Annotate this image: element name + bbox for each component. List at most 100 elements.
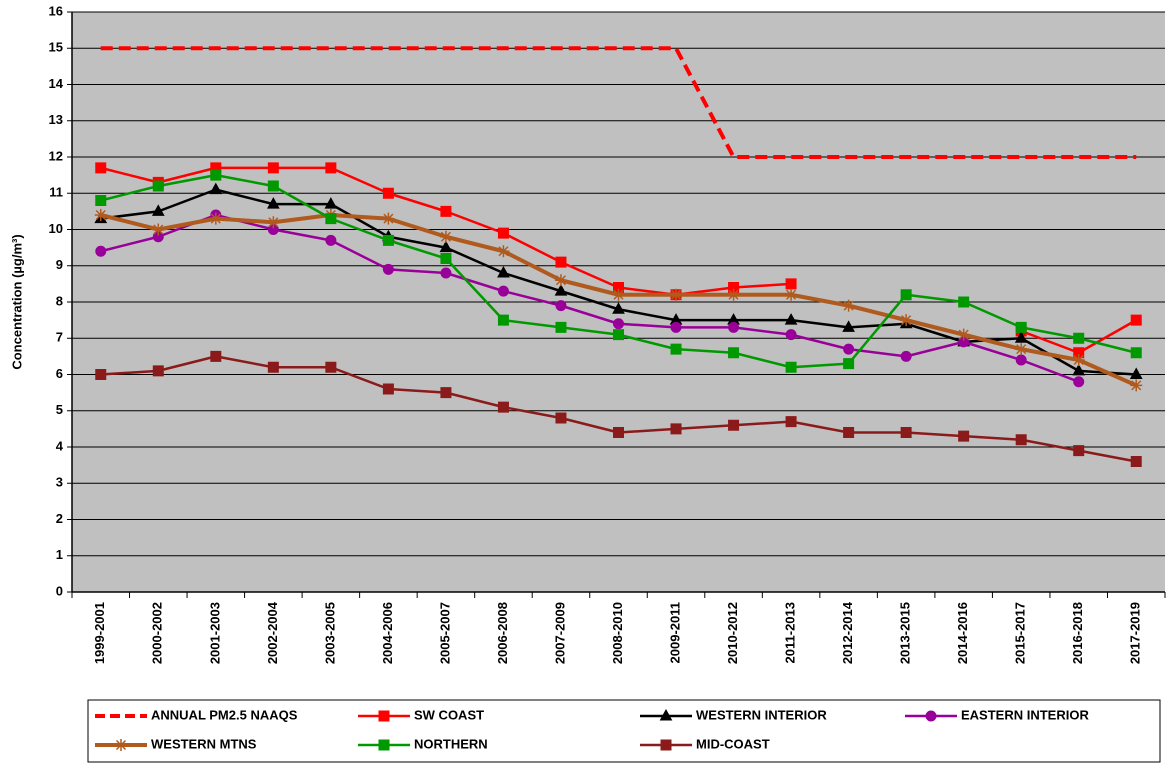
data-point <box>266 197 280 209</box>
data-point <box>785 329 797 341</box>
legend-marker <box>378 739 390 751</box>
data-point <box>900 289 912 301</box>
data-point <box>95 369 107 380</box>
series-line <box>100 213 1080 383</box>
data-point <box>94 209 107 221</box>
legend-label: MID-COAST <box>696 736 770 751</box>
x-tick-label: 2014-2016 <box>955 602 970 664</box>
y-tick-label: 8 <box>56 293 63 308</box>
y-tick-label: 14 <box>49 76 64 91</box>
data-point <box>555 412 567 424</box>
data-point <box>210 169 222 181</box>
data-point <box>267 180 279 192</box>
data-point <box>1130 379 1143 392</box>
data-point <box>325 234 337 246</box>
data-point <box>325 162 337 174</box>
x-tick-label: 2013-2015 <box>898 602 913 664</box>
y-tick-label: 9 <box>56 257 63 272</box>
data-point <box>497 265 510 278</box>
legend-label: SW COAST <box>414 707 484 722</box>
data-point <box>439 230 452 243</box>
x-tick-label: 2009-2011 <box>667 602 682 663</box>
x-tick-label: 2006-2008 <box>495 602 510 664</box>
x-tick-label: 2004-2006 <box>380 602 395 664</box>
data-point <box>784 313 798 325</box>
data-point <box>497 314 509 326</box>
legend-marker <box>378 710 390 722</box>
x-tick-label: 2016-2018 <box>1070 602 1085 664</box>
data-point <box>1072 363 1086 376</box>
data-point <box>612 302 625 314</box>
y-tick-label: 15 <box>49 40 63 55</box>
data-point <box>382 383 394 395</box>
x-tick-label: 2010-2012 <box>725 602 740 664</box>
data-point <box>1015 321 1027 333</box>
data-point <box>554 284 568 296</box>
legend-label: WESTERN MTNS <box>151 736 257 751</box>
data-point <box>440 253 452 264</box>
data-point <box>440 387 452 399</box>
data-point <box>497 401 509 413</box>
data-point <box>382 212 395 225</box>
x-tick-label: 2001-2003 <box>207 602 222 664</box>
data-point <box>728 419 740 431</box>
legend-label: NORTHERN <box>414 736 488 751</box>
y-tick-label: 4 <box>56 438 64 453</box>
data-point <box>785 288 798 301</box>
x-tick-label: 2015-2017 <box>1013 602 1028 664</box>
y-tick-label: 16 <box>49 3 63 18</box>
x-tick-label: 2002-2004 <box>265 601 280 664</box>
x-tick-label: 2000-2002 <box>150 602 165 664</box>
data-point <box>382 187 394 199</box>
data-point <box>555 256 567 268</box>
legend-marker <box>659 708 673 721</box>
x-tick-label: 2017-2019 <box>1128 602 1143 664</box>
data-point <box>152 365 164 377</box>
data-point <box>785 361 797 373</box>
x-tick-label: 2003-2005 <box>322 602 337 664</box>
legend-label: EASTERN INTERIOR <box>961 707 1089 722</box>
legend-marker <box>660 739 672 751</box>
y-tick-label: 1 <box>56 547 63 562</box>
data-point <box>1130 314 1142 326</box>
y-tick-label: 6 <box>56 366 63 381</box>
data-point <box>900 350 912 362</box>
data-point <box>1129 367 1143 379</box>
data-point <box>785 416 797 428</box>
data-point <box>1015 354 1027 366</box>
data-point <box>785 278 797 290</box>
data-point <box>1130 456 1142 467</box>
data-point <box>958 296 970 308</box>
x-tick-label: 2007-2009 <box>552 602 567 664</box>
data-point <box>613 427 624 438</box>
data-point <box>728 347 740 359</box>
data-point <box>267 361 279 373</box>
data-point <box>1015 434 1027 446</box>
data-point <box>670 343 682 355</box>
x-tick-label: 2005-2007 <box>437 602 452 664</box>
y-tick-label: 2 <box>56 511 63 526</box>
data-point <box>209 212 222 225</box>
y-tick-label: 12 <box>49 148 63 163</box>
data-point <box>612 288 625 301</box>
data-point <box>555 321 567 333</box>
data-point <box>843 427 855 438</box>
data-point <box>1130 347 1142 359</box>
data-point <box>554 274 567 287</box>
data-point <box>267 162 279 174</box>
y-tick-label: 3 <box>56 475 63 490</box>
legend-marker <box>115 739 127 751</box>
data-point <box>555 300 567 312</box>
data-point <box>842 320 855 332</box>
data-point <box>957 328 970 341</box>
data-point <box>1015 343 1028 356</box>
data-point <box>497 285 509 297</box>
data-point <box>152 223 165 236</box>
data-point <box>151 204 165 216</box>
data-point <box>1072 354 1085 366</box>
legend-box <box>87 699 1161 763</box>
data-point <box>440 267 452 279</box>
data-point <box>1073 332 1085 344</box>
x-tick-label: 1999-2001 <box>92 602 107 664</box>
data-point <box>843 343 855 355</box>
